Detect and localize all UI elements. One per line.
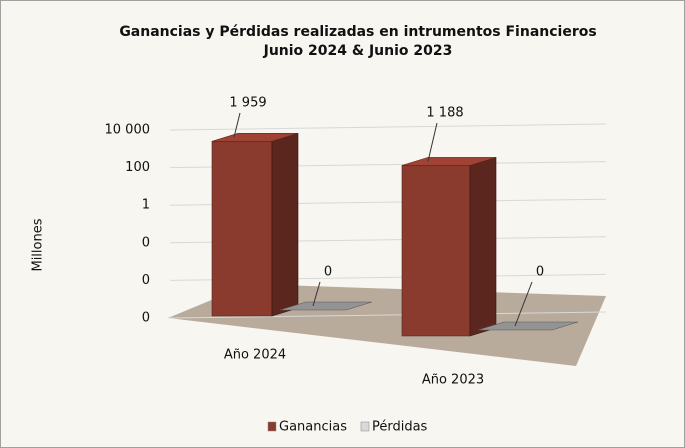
leader-line — [514, 281, 533, 327]
legend-swatch — [360, 421, 370, 432]
y-tick-label: 0 — [142, 235, 150, 250]
bar-top — [477, 321, 579, 331]
y-tick-label: 0 — [142, 311, 150, 326]
data-label: 1 959 — [229, 96, 266, 111]
data-label: 0 — [536, 265, 544, 280]
chart-title: Ganancias y Pérdidas realizadas en intru… — [119, 24, 596, 40]
bar-top — [401, 157, 497, 166]
bar-front — [211, 141, 273, 317]
bar — [279, 301, 373, 311]
legend-swatch — [267, 421, 277, 432]
bar-top — [279, 301, 373, 311]
bar-top — [211, 133, 299, 142]
legend-label: Ganancias — [279, 420, 347, 435]
bar — [211, 132, 299, 317]
y-tick-label: 1 — [142, 198, 150, 213]
x-tick-label: Año 2023 — [422, 373, 484, 388]
grid-line — [169, 311, 607, 319]
y-tick-label: 0 — [142, 273, 150, 288]
chart-subtitle: Junio 2024 & Junio 2023 — [263, 43, 453, 59]
bar — [401, 156, 497, 337]
leader-line — [312, 281, 321, 307]
bar-front — [401, 165, 471, 337]
data-label: 0 — [324, 265, 332, 280]
data-label: 1 188 — [426, 106, 463, 121]
x-tick-label: Año 2024 — [224, 348, 286, 363]
leader-line — [233, 112, 241, 138]
bar-side — [469, 156, 497, 337]
y-axis-label: Millones — [31, 218, 46, 271]
bar-side — [271, 132, 299, 317]
y-tick-label: 10 000 — [105, 123, 151, 138]
bar — [477, 321, 579, 331]
grid-line — [169, 123, 607, 131]
leader-line — [427, 122, 438, 162]
legend-label: Pérdidas — [372, 420, 428, 435]
y-tick-label: 100 — [125, 160, 150, 175]
